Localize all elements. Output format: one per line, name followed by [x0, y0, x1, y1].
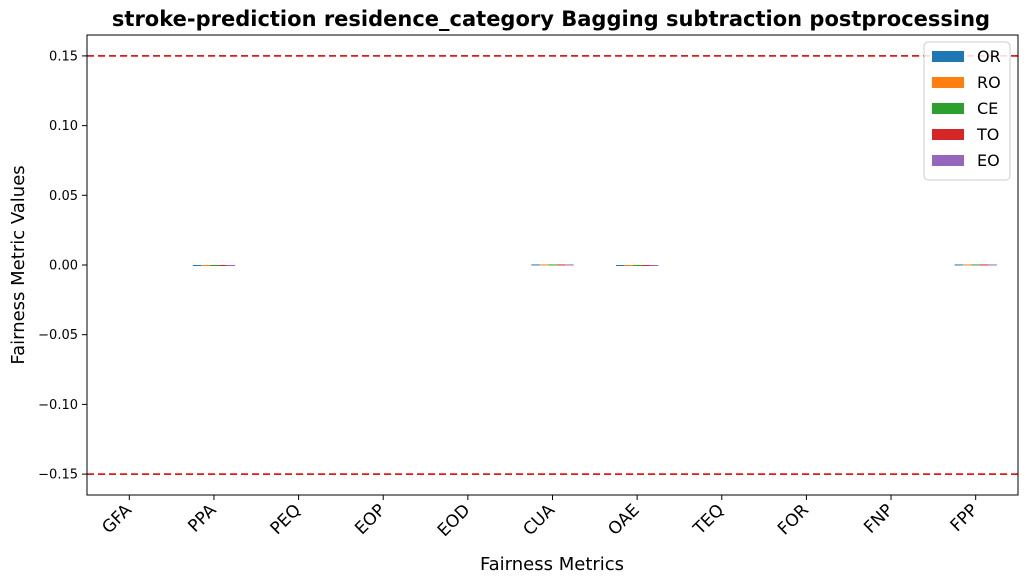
legend-swatch-CE — [932, 103, 964, 114]
bar-TO-CUA — [556, 264, 566, 266]
plot-frame — [86, 34, 1019, 496]
legend-swatch-EO — [932, 155, 964, 166]
bar-RO-OAE — [624, 265, 633, 266]
legend-swatch-OR — [932, 51, 964, 62]
bar-CE-PPA — [209, 265, 219, 266]
legend: OR RO CE TO EO — [923, 41, 1011, 181]
bar-TO-OAE — [641, 265, 650, 266]
legend-label-RO: RO — [977, 73, 1001, 92]
bar-CE-FPP — [971, 264, 980, 266]
x-axis-label: Fairness Metrics — [480, 554, 624, 575]
legend-frame — [923, 41, 1011, 181]
plot-area: 0.15 0.10 0.05 0.00 −0.05 −0.10 −0.15 GFA PPA PEQ… — [38, 49, 1018, 541]
x-tick-label-FPP: FPP — [947, 500, 983, 536]
x-tick-label-OAE: OAE — [604, 500, 643, 539]
bar-EO-FPP — [988, 264, 997, 266]
y-tick-label: −0.10 — [38, 398, 78, 413]
x-tick-label-CUA: CUA — [519, 500, 559, 540]
y-axis-label: Fairness Metric Values — [8, 165, 29, 364]
legend-label-EO: EO — [977, 151, 1000, 170]
chart-title: stroke-prediction residence_category Bag… — [112, 7, 990, 31]
y-tick-label: 0.10 — [49, 119, 78, 134]
bar-TO-PPA — [218, 265, 227, 266]
bar-OR-FPP — [954, 264, 963, 266]
legend-swatch-TO — [932, 129, 964, 140]
y-tick-label: −0.15 — [38, 468, 78, 483]
x-tick-label-TEQ: TEQ — [689, 500, 728, 539]
bar-CE-OAE — [632, 265, 642, 266]
y-tick-label: 0.00 — [49, 259, 78, 274]
y-tick-label: 0.15 — [49, 49, 78, 64]
legend-swatch-RO — [932, 77, 964, 88]
x-tick-label-PEQ: PEQ — [267, 500, 305, 538]
y-tick-label: −0.05 — [38, 328, 78, 343]
legend-label-OR: OR — [977, 47, 1001, 66]
bar-RO-PPA — [201, 265, 210, 266]
y-tick-label: 0.05 — [49, 189, 78, 204]
legend-label-CE: CE — [977, 99, 998, 118]
bar-EO-CUA — [565, 264, 574, 266]
x-tick-label-FNP: FNP — [860, 500, 897, 537]
x-tick-label-EOP: EOP — [351, 500, 389, 538]
x-tick-label-FOR: FOR — [774, 500, 813, 539]
bar-OR-OAE — [615, 265, 625, 266]
x-tick-label-EOD: EOD — [434, 500, 474, 540]
bar-RO-FPP — [962, 264, 972, 266]
bar-EO-OAE — [649, 265, 659, 266]
x-tick-label-PPA: PPA — [184, 500, 220, 536]
bar-TO-FPP — [979, 264, 989, 266]
bar-OR-PPA — [192, 265, 202, 266]
bar-RO-CUA — [539, 264, 549, 266]
x-tick-label-GFA: GFA — [98, 500, 136, 538]
bar-CE-CUA — [548, 264, 557, 266]
bar-EO-PPA — [226, 265, 236, 266]
bar-OR-CUA — [531, 264, 540, 266]
legend-label-TO: TO — [976, 125, 999, 144]
